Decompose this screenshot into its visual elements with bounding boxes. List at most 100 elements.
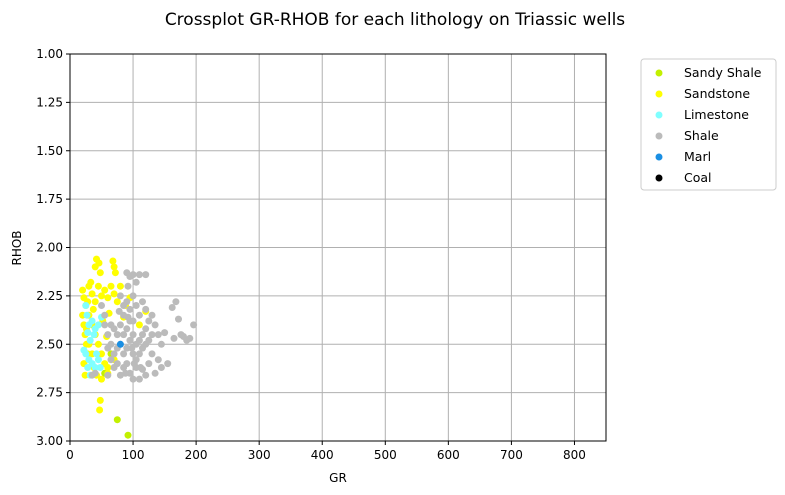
data-point [170, 334, 178, 342]
legend-marker [655, 90, 663, 98]
data-point [164, 360, 172, 368]
data-point [154, 356, 162, 364]
legend-marker [655, 69, 663, 77]
data-point [101, 321, 109, 329]
legend-marker [655, 111, 663, 119]
data-point [139, 331, 146, 339]
data-point [94, 340, 102, 348]
data-point [168, 304, 176, 311]
data-point [122, 369, 129, 377]
x-tick-label: 700 [500, 448, 523, 462]
data-point [104, 371, 112, 379]
data-point [128, 344, 136, 352]
x-tick-label: 300 [248, 448, 271, 462]
data-point [186, 334, 194, 342]
data-point [132, 278, 140, 286]
x-tick-label: 400 [311, 448, 334, 462]
data-point [135, 336, 143, 344]
series-marl [116, 340, 124, 348]
data-point [148, 331, 156, 339]
data-point [96, 269, 104, 277]
data-point [82, 302, 90, 309]
data-point [120, 364, 128, 371]
data-point [177, 331, 185, 339]
data-point [107, 321, 115, 329]
legend-item: Limestone [655, 107, 749, 122]
data-point [116, 321, 124, 329]
data-point [129, 375, 137, 383]
data-point [120, 350, 128, 358]
data-point [90, 331, 98, 339]
data-point [98, 302, 105, 309]
legend-label: Shale [684, 128, 719, 143]
data-point [137, 364, 145, 371]
data-point [124, 282, 132, 290]
data-point [88, 317, 96, 325]
data-point [96, 396, 104, 404]
data-point [96, 364, 104, 371]
data-point [101, 311, 109, 319]
data-point [98, 350, 105, 358]
legend: Sandy Shale Sandstone Limestone Shale Marl Co… [640, 58, 777, 191]
data-point [126, 305, 134, 313]
y-tick-label: 1.50 [36, 144, 63, 158]
data-point [80, 346, 88, 354]
data-point [86, 336, 94, 344]
x-axis-label: GR [329, 471, 347, 485]
data-point [123, 325, 131, 333]
data-point [116, 340, 124, 348]
legend-marker [655, 174, 663, 182]
data-point [157, 364, 165, 371]
x-tick-label: 200 [185, 448, 208, 462]
x-tick-label: 100 [122, 448, 145, 462]
data-point [123, 298, 131, 306]
data-point [94, 282, 102, 290]
data-point [172, 298, 180, 306]
y-tick-label: 1.00 [36, 47, 63, 61]
legend-label: Marl [684, 149, 711, 164]
x-tick-label: 500 [374, 448, 397, 462]
data-point [83, 311, 91, 319]
legend-label: Limestone [684, 107, 749, 122]
grid-lines [69, 53, 606, 442]
data-point [145, 317, 153, 325]
data-point [84, 364, 92, 371]
x-tick-label: 600 [437, 448, 460, 462]
data-point [115, 307, 123, 315]
data-point [130, 360, 138, 368]
legend-item: Coal [655, 170, 712, 185]
data-point [157, 340, 165, 348]
data-point [142, 325, 150, 333]
data-point [132, 302, 140, 309]
legend-item: Shale [655, 128, 719, 143]
data-point [110, 350, 118, 358]
data-point [142, 305, 150, 313]
data-point [101, 286, 109, 294]
x-tick-label: 800 [563, 448, 586, 462]
data-point [104, 331, 112, 339]
data-point [135, 271, 143, 279]
legend-item: Sandstone [655, 86, 750, 101]
data-point [120, 331, 128, 339]
y-axis-ticks: 1.00 1.25 1.50 1.75 2.00 2.25 2.50 2.75 3.00 [36, 47, 70, 448]
x-axis-ticks: 0 100 200 300 400 500 600 700 800 [66, 441, 586, 462]
data-point [135, 311, 143, 319]
data-point [111, 269, 119, 277]
data-point [129, 271, 137, 279]
data-point [89, 305, 97, 313]
data-point [142, 371, 150, 379]
data-point [113, 298, 121, 306]
data-point [110, 290, 118, 298]
data-point [124, 313, 132, 321]
data-point [126, 336, 134, 344]
x-tick-label: 0 [66, 448, 74, 462]
data-point [139, 298, 146, 306]
data-point [91, 298, 99, 306]
scatter-points [79, 255, 198, 439]
data-point [94, 321, 102, 329]
data-point [142, 271, 150, 279]
data-point [154, 331, 162, 339]
y-tick-label: 2.00 [36, 241, 63, 255]
data-point [84, 329, 92, 337]
